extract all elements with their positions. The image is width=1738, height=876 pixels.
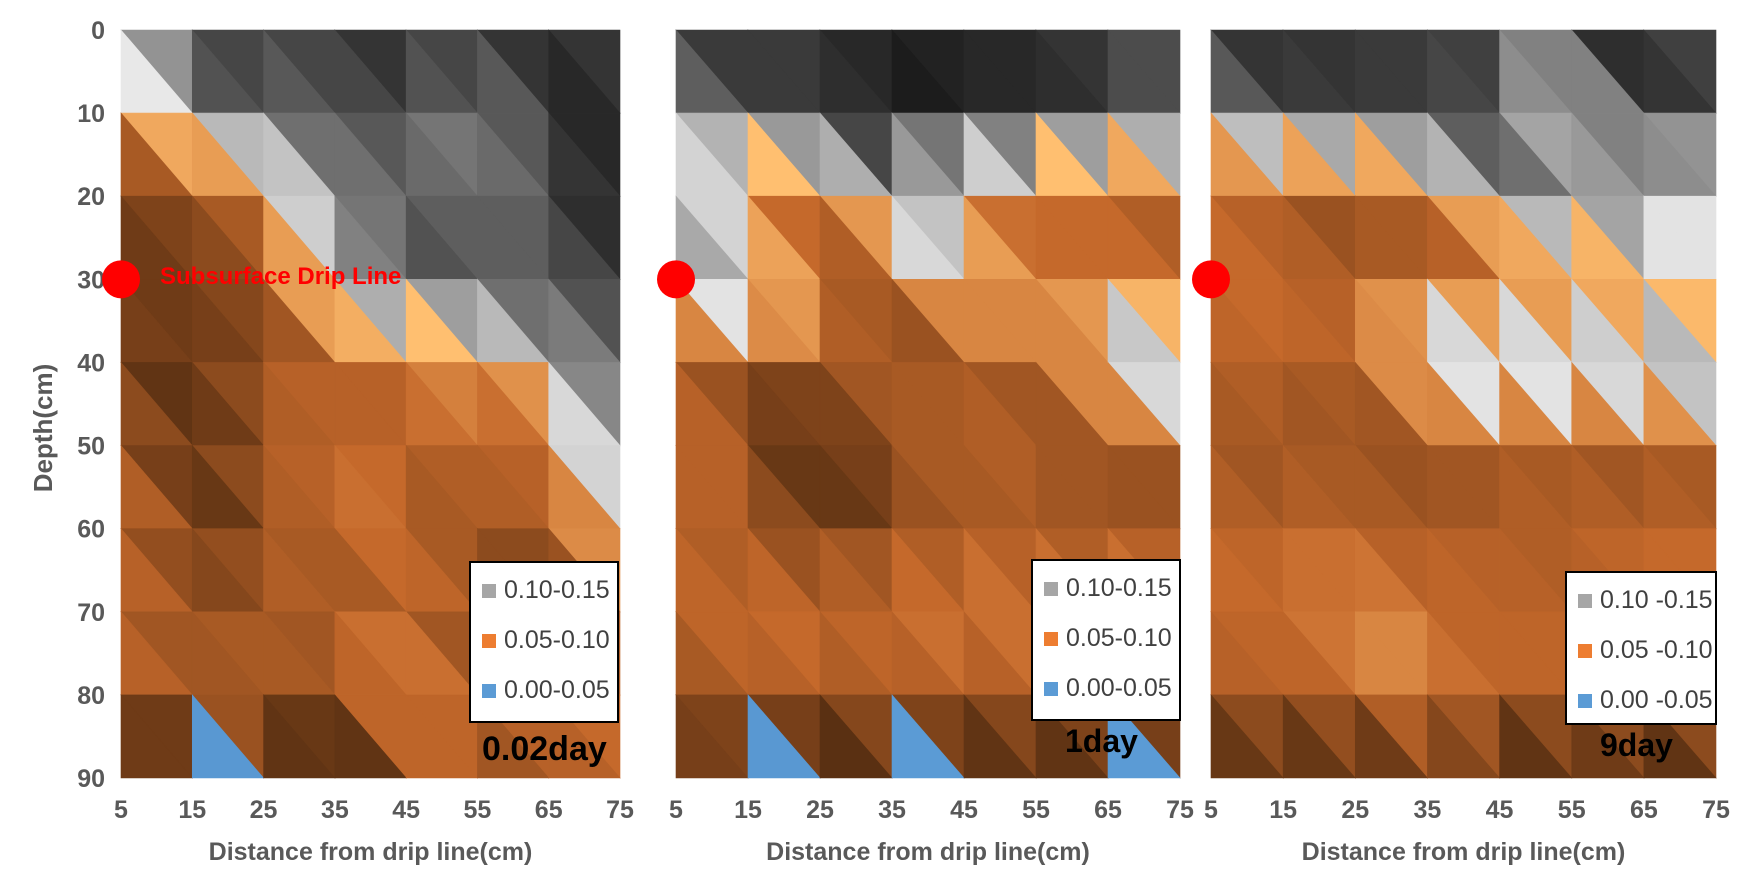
legend-swatch	[1044, 582, 1058, 596]
x-tick-label: 65	[535, 796, 563, 824]
x-tick-label: 35	[878, 796, 906, 824]
panel-time-label: 9day	[1600, 727, 1673, 763]
y-tick-label: 50	[77, 433, 105, 461]
heatmap-cell	[1427, 694, 1501, 779]
heatmap-cell	[1499, 694, 1573, 779]
heatmap-cell	[120, 694, 193, 779]
x-axis-title: Distance from drip line(cm)	[209, 838, 533, 866]
legend-label: 0.00-0.05	[504, 676, 610, 704]
legend-label: 0.00-0.05	[1066, 674, 1172, 702]
x-tick-label: 25	[250, 796, 278, 824]
heatmap-cell	[963, 694, 1037, 779]
y-tick-label: 10	[77, 100, 105, 128]
y-tick-label: 0	[91, 17, 105, 45]
x-tick-label: 65	[1094, 796, 1122, 824]
x-tick-label: 75	[606, 796, 634, 824]
x-tick-label: 15	[1269, 796, 1297, 824]
legend-label: 0.10-0.15	[504, 576, 610, 604]
x-tick-label: 25	[1341, 796, 1369, 824]
heatmap-cell	[477, 694, 550, 779]
legend-label: 0.05 -0.10	[1600, 636, 1713, 664]
heatmap-cell	[747, 694, 821, 779]
x-tick-label: 5	[1204, 796, 1218, 824]
y-axis-label: Depth(cm)	[28, 364, 58, 493]
legend-label: 0.05-0.10	[504, 626, 610, 654]
heatmap-cell	[1571, 694, 1645, 779]
drip-line-label: Subsurface Drip Line	[160, 263, 401, 290]
heatmap-cell	[675, 694, 749, 779]
legend: 0.10-0.15 0.05-0.10 0.00-0.05	[469, 561, 619, 723]
legend-label: 0.05-0.10	[1066, 624, 1172, 652]
heatmap-cell	[191, 694, 265, 779]
heatmap-cell	[263, 694, 336, 779]
heatmap-cell	[1282, 694, 1356, 779]
x-tick-label: 15	[734, 796, 762, 824]
legend-swatch	[482, 584, 496, 598]
panel-time-label: 1day	[1065, 723, 1138, 759]
legend-label: 0.10-0.15	[1066, 574, 1172, 602]
y-tick-label: 60	[77, 516, 105, 544]
x-tick-label: 15	[178, 796, 206, 824]
x-tick-label: 35	[321, 796, 349, 824]
x-tick-label: 45	[392, 796, 420, 824]
y-tick-label: 80	[77, 682, 105, 710]
x-tick-label: 75	[1702, 796, 1730, 824]
y-tick-label: 90	[77, 765, 105, 793]
x-axis-title: Distance from drip line(cm)	[1302, 838, 1626, 866]
x-tick-label: 55	[464, 796, 492, 824]
x-tick-label: 25	[806, 796, 834, 824]
heatmap-cell	[1354, 694, 1429, 779]
heatmap-panel-1	[120, 29, 621, 779]
x-tick-label: 45	[1486, 796, 1514, 824]
panel-time-label: 0.02day	[482, 730, 607, 768]
x-tick-label: 5	[114, 796, 128, 824]
legend: 0.10-0.15 0.05-0.10 0.00-0.05	[1031, 559, 1181, 721]
legend-swatch	[1578, 594, 1592, 608]
drip-line-marker	[657, 260, 695, 299]
legend-label: 0.10 -0.15	[1600, 586, 1713, 614]
legend-swatch	[482, 684, 496, 698]
legend-label: 0.00 -0.05	[1600, 686, 1713, 714]
heatmap-cell	[405, 694, 479, 779]
legend: 0.10 -0.15 0.05 -0.10 0.00 -0.05	[1565, 571, 1717, 725]
x-tick-label: 55	[1022, 796, 1050, 824]
legend-swatch	[1578, 644, 1592, 658]
legend-swatch	[1044, 632, 1058, 646]
x-tick-label: 45	[950, 796, 978, 824]
heatmap-cell	[1210, 694, 1284, 779]
y-tick-label: 70	[77, 599, 105, 627]
x-tick-label: 75	[1166, 796, 1194, 824]
heatmap-cell	[334, 694, 407, 779]
y-tick-label: 20	[77, 183, 105, 211]
heatmap-cell	[891, 694, 965, 779]
drip-line-marker	[1192, 260, 1230, 299]
y-tick-label: 30	[77, 266, 105, 294]
drip-line-marker	[102, 260, 140, 299]
x-axis-title: Distance from drip line(cm)	[766, 838, 1090, 866]
heatmap-panel-3	[1210, 29, 1717, 779]
x-tick-label: 5	[669, 796, 683, 824]
x-tick-label: 55	[1558, 796, 1586, 824]
heatmap-cell	[819, 694, 893, 779]
legend-swatch	[482, 634, 496, 648]
legend-swatch	[1578, 694, 1592, 708]
y-tick-label: 40	[77, 349, 105, 377]
legend-swatch	[1044, 682, 1058, 696]
x-tick-label: 65	[1630, 796, 1658, 824]
x-tick-label: 35	[1414, 796, 1442, 824]
heatmap-panel-2	[675, 29, 1181, 779]
